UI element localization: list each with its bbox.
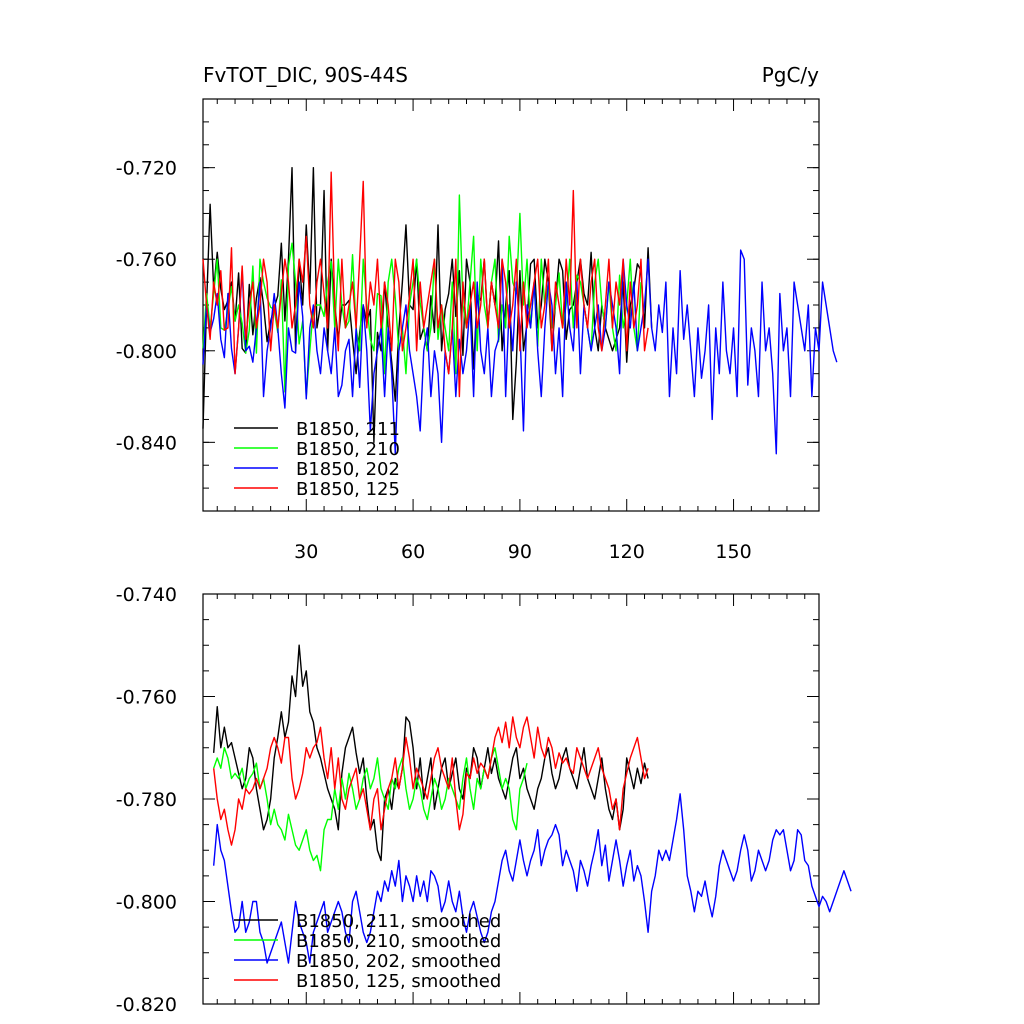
series-line-3 (212, 793, 852, 964)
legend-label: B1850, 210 (296, 439, 400, 460)
y-tick-label: -0.760 (116, 687, 177, 709)
y-tick-label: -0.720 (116, 158, 177, 180)
legend-label: B1850, 211, smoothed (296, 911, 501, 932)
series-line-3 (202, 249, 838, 455)
x-tick-label: 120 (609, 541, 645, 563)
y-tick-label: -0.800 (116, 341, 177, 363)
series-line-4 (212, 716, 649, 846)
y-tick-label: -0.780 (116, 789, 177, 811)
x-tick-label: 150 (715, 541, 751, 563)
series-line-1 (212, 644, 649, 862)
x-tick-label: 90 (508, 541, 532, 563)
x-tick-label: 60 (401, 541, 425, 563)
x-tick-label: 30 (294, 541, 318, 563)
y-tick-label: -0.740 (116, 584, 177, 606)
series-line-2 (213, 747, 528, 872)
y-tick-label: -0.820 (116, 994, 177, 1016)
legend-label: B1850, 211 (296, 419, 400, 440)
top-panel: 30 60 90 120 150 -0.720 -0.760 -0.800 -0.840 FvTO… (116, 63, 838, 563)
legend-label: B1850, 202, smoothed (296, 951, 501, 972)
legend-label: B1850, 125, smoothed (296, 971, 501, 992)
legend-label: B1850, 210, smoothed (296, 931, 501, 952)
series-line-4 (202, 171, 649, 398)
legend-label: B1850, 202 (296, 459, 400, 480)
chart-title: FvTOT_DIC, 90S-44S (203, 63, 408, 87)
y-tick-label: -0.840 (116, 432, 177, 454)
legend-label: B1850, 125 (296, 479, 400, 500)
y-tick-label: -0.800 (116, 892, 177, 914)
bottom-panel: -0.740 -0.760 -0.780 -0.800 -0.820 B1850, 211… (116, 584, 852, 1016)
series-line-2 (202, 194, 642, 398)
units-label: PgC/y (762, 63, 819, 87)
y-tick-label: -0.760 (116, 249, 177, 271)
